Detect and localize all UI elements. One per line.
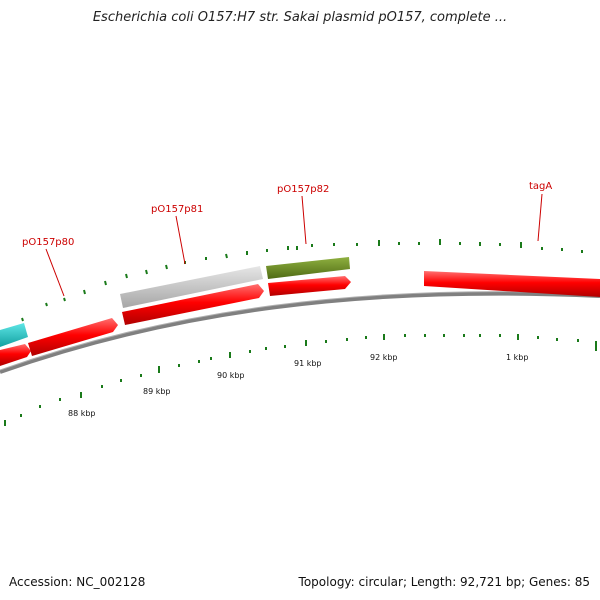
kbp-label-91: 91 kbp	[294, 359, 322, 368]
kbp-label-88: 88 kbp	[68, 409, 96, 418]
gene-pO157p79	[0, 344, 31, 366]
leader-lines	[45, 193, 543, 297]
gene-label-pO157p80: pO157p80	[22, 237, 74, 248]
gene-label-tagA: tagA	[529, 181, 552, 192]
gene-label-pO157p81: pO157p81	[151, 204, 203, 215]
inner-tick-ring	[4, 334, 597, 426]
kbp-label-1: 1 kbp	[506, 353, 528, 362]
gene-label-pO157p82: pO157p82	[277, 184, 329, 195]
gene-tagA	[424, 271, 600, 297]
kbp-label-90: 90 kbp	[217, 371, 245, 380]
gene-pO157p80	[28, 318, 118, 356]
summary-text: Topology: circular; Length: 92,721 bp; G…	[298, 575, 590, 589]
map-title: Escherichia coli O157:H7 str. Sakai plas…	[92, 10, 508, 25]
cyan-feature	[0, 323, 28, 347]
gene-pO157p81	[122, 284, 264, 325]
accession-text: Accession: NC_002128	[9, 575, 146, 589]
gene-pO157p82	[268, 276, 351, 296]
grey-feature	[120, 266, 263, 308]
green-feature	[266, 257, 350, 279]
backbone-arc	[0, 291, 600, 374]
kbp-label-89: 89 kbp	[143, 387, 171, 396]
kbp-label-92: 92 kbp	[370, 353, 398, 362]
